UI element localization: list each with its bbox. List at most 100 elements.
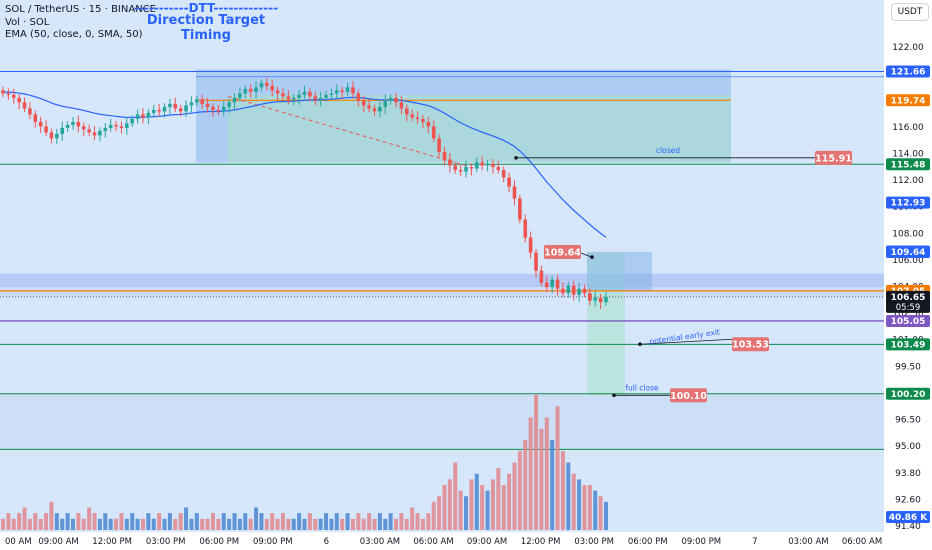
volume-bar xyxy=(582,485,587,530)
candle-body xyxy=(480,162,484,166)
trade-zone-profit xyxy=(228,94,731,163)
volume-bar xyxy=(216,518,221,530)
time-tick-label: 7 xyxy=(752,537,757,547)
volume-bars xyxy=(1,395,608,530)
candle-body xyxy=(474,162,479,169)
volume-bar xyxy=(291,518,296,530)
candle-body xyxy=(168,103,172,107)
volume-bar xyxy=(157,513,162,530)
candle-body xyxy=(308,91,312,97)
price-level-tag xyxy=(886,314,930,327)
candle-body xyxy=(318,97,323,100)
candle-body xyxy=(367,105,371,109)
volume-bar xyxy=(431,501,436,530)
currency-button[interactable]: USDT xyxy=(891,3,929,21)
time-tick-label: 03:00 PM xyxy=(146,537,186,547)
candle-body xyxy=(44,126,48,133)
candle-body xyxy=(238,93,242,98)
annotation-label: 103.53 xyxy=(732,340,769,351)
candle-body xyxy=(98,130,102,136)
volume-bar xyxy=(97,518,102,530)
candle-body xyxy=(141,114,145,118)
candle-body xyxy=(17,97,21,103)
time-tick-label: 06:00 AM xyxy=(842,537,882,547)
annotation-text: full close xyxy=(625,383,659,392)
candle-body xyxy=(539,270,544,283)
volume-bar xyxy=(469,479,474,530)
volume-bar xyxy=(65,513,70,530)
price-level-tag xyxy=(886,94,930,107)
price-level-label: 119.74 xyxy=(891,96,926,106)
annotation-line xyxy=(639,338,733,345)
candle-body xyxy=(404,108,409,115)
price-tick-label: 114.00 xyxy=(892,149,924,159)
volume-bar xyxy=(162,518,167,530)
candle-body xyxy=(92,132,97,136)
volume-bar xyxy=(318,518,323,530)
annotation-label: 109.64 xyxy=(544,248,581,259)
volume-bar xyxy=(22,507,27,530)
candle-body xyxy=(200,99,205,104)
resistance-band-inner xyxy=(0,287,884,297)
volume-bar xyxy=(254,507,259,530)
candle-body xyxy=(415,117,420,119)
candle-body xyxy=(426,121,431,127)
volume-bar xyxy=(119,513,124,530)
price-tick-label: 122.00 xyxy=(892,43,924,53)
candle-body xyxy=(324,94,328,98)
volume-bar xyxy=(420,518,425,530)
candle-body xyxy=(421,118,425,122)
price-tick-label: 116.00 xyxy=(892,123,924,133)
price-level-label: 115.48 xyxy=(891,160,926,170)
trend-dashed-line xyxy=(227,95,471,168)
time-axis-background xyxy=(0,532,884,550)
time-tick-label: 03:00 PM xyxy=(574,537,614,547)
candle-body xyxy=(588,293,592,301)
price-level-label: 106.65 xyxy=(891,293,926,303)
candle-body xyxy=(108,124,113,128)
volume-bar xyxy=(437,496,442,530)
volume-bar xyxy=(92,513,97,530)
price-axis-background xyxy=(884,0,932,550)
price-tick-label: 99.50 xyxy=(895,362,921,372)
time-axis: 00 AM 09:00 AM 12:00 PM 03:00 PM 06:00 PM 09:… xyxy=(0,532,884,550)
price-tick-label: 112.00 xyxy=(892,176,924,186)
volume-bar xyxy=(108,518,113,530)
volume-bar xyxy=(367,513,372,530)
support-band xyxy=(0,393,884,450)
volume-bar xyxy=(264,518,269,530)
volume-bar xyxy=(577,479,582,530)
volume-bar xyxy=(146,513,151,530)
volume-bar xyxy=(114,518,119,530)
candle-body xyxy=(512,186,517,199)
volume-bar xyxy=(135,518,140,530)
volume-bar xyxy=(593,490,598,530)
volume-bar xyxy=(248,518,253,530)
price-level-tag xyxy=(886,246,930,259)
volume-label: Vol · SOL xyxy=(5,17,50,28)
candle-body xyxy=(119,126,124,128)
volume-bar xyxy=(571,473,576,530)
candle-body xyxy=(65,124,70,128)
candle-body xyxy=(534,252,538,271)
volume-bar xyxy=(377,513,382,530)
candle-body xyxy=(335,90,339,94)
volume-bar xyxy=(534,395,539,530)
candle-body xyxy=(582,288,587,294)
volume-bar xyxy=(361,518,366,530)
price-tick-label: 95.00 xyxy=(895,442,921,452)
candle-body xyxy=(151,109,156,113)
candle-body xyxy=(33,114,38,122)
volume-bar xyxy=(44,513,49,530)
candle-body xyxy=(216,109,221,112)
candle-body xyxy=(221,106,226,112)
candle-body xyxy=(227,102,231,107)
price-level-tag xyxy=(886,511,930,523)
time-tick-label: 09:00 PM xyxy=(253,537,293,547)
candle-body xyxy=(345,87,350,92)
candle-body xyxy=(22,102,27,109)
volume-bar xyxy=(275,518,280,530)
candle-body xyxy=(270,85,274,91)
candle-body xyxy=(173,103,178,109)
